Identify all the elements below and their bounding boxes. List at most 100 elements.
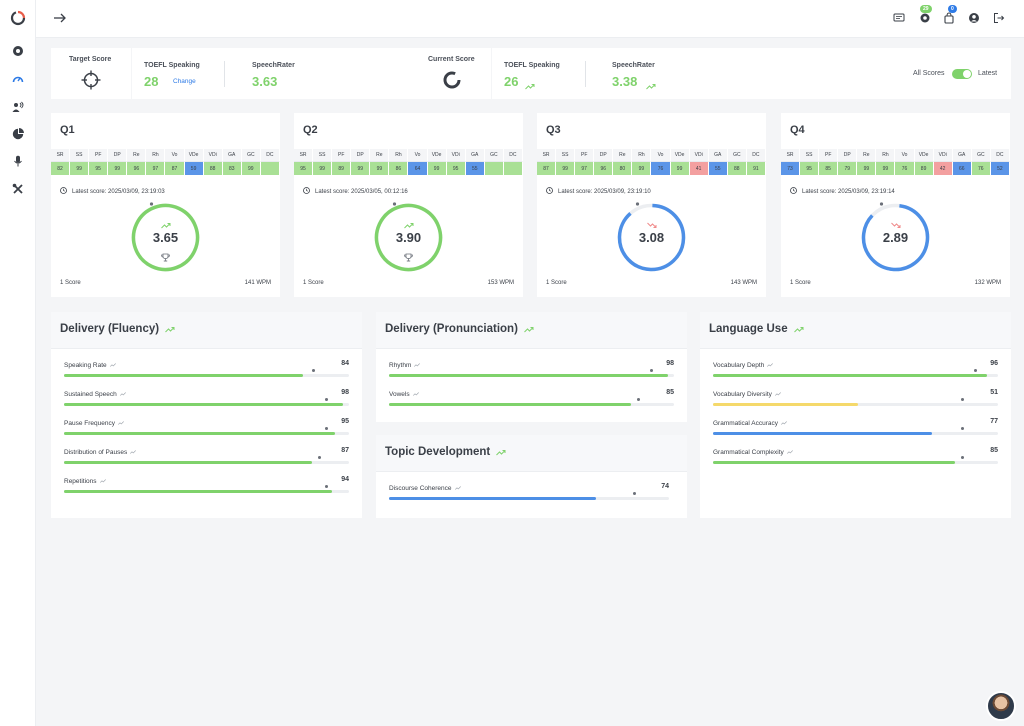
criteria-value: 97 [575,162,595,175]
criteria-abbr-row: SR SS PF DP Re Rh Vo VDe VDi GA GC DC [51,149,280,162]
criteria-value: 95 [800,162,820,175]
criteria-abbr: Vo [895,149,915,162]
score-ring [615,201,688,274]
users-icon[interactable] [11,100,25,114]
dashboard-gauge-icon[interactable] [11,72,25,86]
target-marker [649,369,653,372]
topic-title: Topic Development [385,446,491,458]
criteria-value-row: 82 99 95 99 96 97 87 59 88 83 99 [51,162,280,175]
criteria-value: 73 [781,162,801,175]
clock-icon [790,187,797,196]
metric-bar-fill [64,461,312,464]
criteria-abbr: DC [746,149,766,162]
criteria-value: 55 [708,162,728,175]
criteria-value: 99 [556,162,576,175]
criteria-value: 99 [670,162,690,175]
criteria-abbr: VDi [446,149,466,162]
metric-name: Repetitions [64,478,97,485]
criteria-abbr: DP [351,149,371,162]
user-icon[interactable] [967,11,981,25]
quarter-score: 2.89 [882,230,909,245]
home-icon[interactable] [11,44,25,58]
target-score-label: Target Score [69,56,112,63]
avatar[interactable] [986,691,1016,721]
metric-name: Vowels [389,391,410,398]
criteria-grid: SR SS PF DP Re Rh Vo VDe VDi GA GC DC 73 95 85 79 99 99 76… [781,149,1010,176]
criteria-value: 99 [857,162,877,175]
criteria-value: 99 [632,162,652,175]
all-scores-label: All Scores [913,70,945,77]
metric-row: Vowels 85 [389,389,674,415]
tools-icon[interactable] [11,182,25,196]
criteria-value: 99 [313,162,333,175]
criteria-value: 88 [203,162,223,175]
metric-label: Pause Frequency [64,420,124,427]
score-ring [129,201,202,274]
trend-up-icon [404,216,414,234]
criteria-value: 89 [332,162,352,175]
points-icon[interactable] [918,11,932,25]
divider [585,61,586,87]
clock-icon [546,187,553,196]
words-per-minute: 132 WPM [974,280,1001,286]
criteria-abbr: GA [952,149,972,162]
criteria-value: 86 [389,162,409,175]
target-marker [973,369,977,372]
latest-toggle[interactable] [952,69,972,79]
metric-name: Speaking Rate [64,362,107,369]
cart-badge: 0 [948,5,957,13]
metric-value: 98 [341,389,349,396]
metric-value: 74 [661,483,669,490]
target-marker [317,456,321,459]
criteria-abbr: SS [556,149,576,162]
current-speaking-value: 26 [504,74,519,89]
criteria-value: 99 [876,162,896,175]
cart-icon[interactable] [942,11,956,25]
microphone-icon[interactable] [11,154,25,168]
fluency-title: Delivery (Fluency) [60,323,160,335]
quarter-card: Q3 SR SS PF DP Re Rh Vo VDe VDi GA GC DC 87 99 97 96 80 99… [537,113,766,297]
criteria-abbr: SR [51,149,71,162]
target-speaking-label: TOEFL Speaking [144,62,200,69]
quarter-score: 3.08 [638,230,665,245]
criteria-grid: SR SS PF DP Re Rh Vo VDe VDi GA GC DC 95 99 89 99 99 86 64… [294,149,523,176]
metric-bar-track [64,432,349,435]
arrow-right-icon[interactable] [52,10,68,26]
criteria-value: 64 [408,162,428,175]
metric-name: Sustained Speech [64,391,117,398]
criteria-value: 87 [537,162,557,175]
criteria-grid: SR SS PF DP Re Rh Vo VDe VDi GA GC DC 87 99 97 96 80 99 76… [537,149,766,176]
logout-icon[interactable] [992,11,1006,25]
quarter-title: Q2 [303,124,318,136]
metric-value: 85 [666,389,674,396]
panel-header: Delivery (Fluency) [51,312,362,349]
metric-value: 95 [341,418,349,425]
pie-chart-icon[interactable] [11,127,25,141]
trend-icon [130,449,137,456]
criteria-abbr: SR [537,149,557,162]
chat-icon[interactable] [892,11,906,25]
metric-label: Sustained Speech [64,391,126,398]
criteria-value-row: 87 99 97 96 80 99 76 99 41 55 88 91 [537,162,766,175]
divider [224,61,225,87]
criteria-value: 99 [370,162,390,175]
metric-row: Vocabulary Depth 96 [713,360,998,386]
criteria-value: 89 [914,162,934,175]
logo-icon[interactable] [10,10,26,26]
metric-name: Grammatical Accuracy [713,420,779,427]
latest-score: Latest score: 2025/03/05, 00:12:16 [303,187,408,196]
fluency-panel: Delivery (Fluency) Speaking Rate 84 Sustai… [51,312,362,518]
quarter-title: Q4 [790,124,805,136]
metric-value: 77 [990,418,998,425]
trend-icon [109,362,116,369]
trend-up-icon [161,216,171,234]
trophy-icon [161,249,170,267]
trend-down-icon [891,216,901,234]
metric-bar-fill [389,403,632,406]
metric-value: 98 [666,360,674,367]
change-target-link[interactable]: Change [173,78,196,85]
criteria-value: 76 [651,162,671,175]
criteria-abbr: PF [819,149,839,162]
metric-bar-fill [64,432,335,435]
target-marker [324,427,328,430]
